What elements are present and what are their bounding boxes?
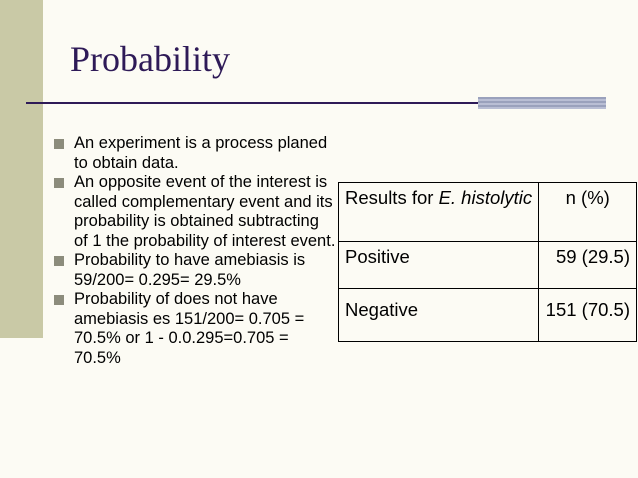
results-table: Results for E. histolytic n (%) Positive… xyxy=(337,182,637,342)
bullet-text: Probability of does not have amebiasis e… xyxy=(74,290,305,367)
header-results-cell: Results for E. histolytic xyxy=(337,182,540,242)
row-label: Positive xyxy=(337,241,540,289)
bullet-text: Probability to have amebiasis is 59/200=… xyxy=(74,251,306,289)
square-bullet-icon xyxy=(54,256,64,266)
square-bullet-icon xyxy=(54,295,64,305)
table-header-row: Results for E. histolytic n (%) xyxy=(337,182,637,242)
square-bullet-icon xyxy=(54,139,64,149)
bullet-item: An opposite event of the interest is cal… xyxy=(52,173,337,251)
header-count-cell: n (%) xyxy=(538,182,637,242)
bullet-item: Probability to have amebiasis is 59/200=… xyxy=(52,251,337,290)
title-underline xyxy=(26,102,478,104)
bullet-item: An experiment is a process planed to obt… xyxy=(52,134,337,173)
bullet-text: An opposite event of the interest is cal… xyxy=(74,173,336,250)
row-value: 59 (29.5) xyxy=(538,241,637,289)
sidebar-decoration xyxy=(0,0,43,338)
bullet-item: Probability of does not have amebiasis e… xyxy=(52,290,337,368)
table-row: Negative 151 (70.5) xyxy=(337,288,637,342)
header-results-prefix: Results for xyxy=(345,187,439,208)
row-label: Negative xyxy=(337,288,540,342)
row-value: 151 (70.5) xyxy=(538,288,637,342)
header-results-species: E. histolytic xyxy=(438,187,533,208)
title-underline-accent xyxy=(478,97,606,109)
bullet-text: An experiment is a process planed to obt… xyxy=(74,134,328,172)
slide-title: Probability xyxy=(70,39,230,79)
bullet-list: An experiment is a process planed to obt… xyxy=(52,134,337,368)
table-row: Positive 59 (29.5) xyxy=(337,241,637,289)
square-bullet-icon xyxy=(54,178,64,188)
